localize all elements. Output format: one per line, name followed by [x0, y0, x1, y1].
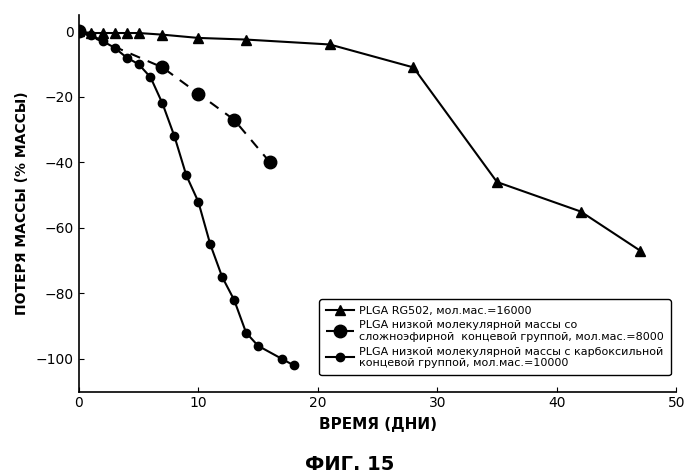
X-axis label: ВРЕМЯ (ДНИ): ВРЕМЯ (ДНИ)	[318, 417, 437, 432]
Text: ФИГ. 15: ФИГ. 15	[305, 455, 395, 474]
Legend: PLGA RG502, мол.мас.=16000, PLGA низкой молекулярной массы со
сложноэфирной  кон: PLGA RG502, мол.мас.=16000, PLGA низкой …	[319, 299, 671, 375]
Y-axis label: ПОТЕРЯ МАССЫ (% МАССЫ): ПОТЕРЯ МАССЫ (% МАССЫ)	[15, 91, 29, 315]
